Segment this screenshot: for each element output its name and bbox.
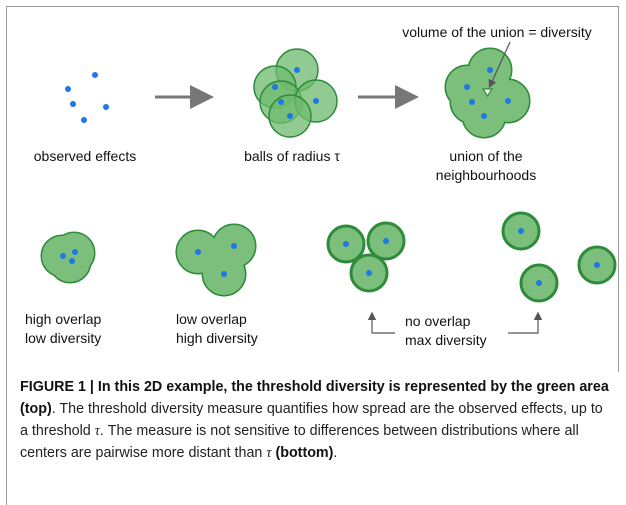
caption-title: FIGURE 1 | In this 2D example, the thres… (20, 379, 609, 417)
caption-text: . The threshold diversity measure quanti… (20, 401, 603, 439)
caption: FIGURE 1 | In this 2D example, the thres… (20, 376, 610, 464)
balls (253, 48, 338, 138)
observed-points (65, 72, 109, 123)
no-overlap (326, 211, 617, 303)
pointer-arrow (508, 311, 543, 334)
caption-bold: (bottom) (275, 445, 334, 461)
label: high diversity (176, 330, 258, 346)
label: neighbourhoods (436, 167, 536, 183)
pointer-arrow (367, 311, 395, 334)
frame-edge (618, 6, 619, 372)
label: observed effects (34, 148, 136, 164)
label: low diversity (25, 330, 101, 346)
caption-text: . (333, 445, 338, 461)
label: low overlap (176, 311, 247, 327)
annotation: volume of the union = diversity (402, 24, 592, 40)
low-overlap (175, 223, 257, 297)
annotation-arrow (488, 41, 511, 89)
caption-text: . The measure is not sensitive to differ… (20, 423, 579, 461)
high-overlap (40, 231, 96, 284)
figure: volume of the union = diversity observed… (25, 24, 617, 348)
label: no overlap (405, 313, 471, 329)
union (444, 47, 531, 139)
label: union of the (449, 148, 522, 164)
label: max diversity (405, 332, 487, 348)
frame (6, 6, 619, 505)
math: τ (94, 423, 100, 439)
label: high overlap (25, 311, 101, 327)
label: balls of radius τ (244, 148, 340, 164)
math: τ (266, 445, 272, 461)
